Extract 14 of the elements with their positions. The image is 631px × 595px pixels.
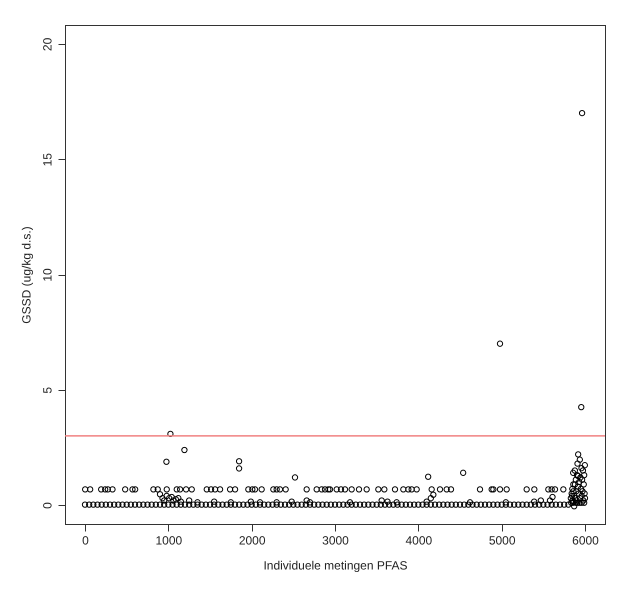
y-tick-label: 0 bbox=[40, 502, 54, 509]
y-tick-label: 10 bbox=[40, 268, 54, 282]
y-tick-label: 20 bbox=[40, 37, 54, 52]
x-axis-title: Individuele metingen PFAS bbox=[263, 558, 408, 572]
x-tick-label: 3000 bbox=[322, 534, 350, 548]
y-axis-title: GSSD (ug/kg d.s.) bbox=[20, 226, 34, 324]
x-tick-label: 0 bbox=[82, 534, 90, 548]
y-tick-label: 15 bbox=[40, 152, 54, 166]
y-tick-label: 5 bbox=[40, 386, 54, 394]
x-tick-label: 1000 bbox=[155, 534, 183, 548]
x-tick-label: 5000 bbox=[488, 534, 516, 548]
x-tick-label: 6000 bbox=[572, 534, 600, 548]
x-tick-label: 2000 bbox=[238, 534, 266, 548]
x-tick-label: 4000 bbox=[405, 534, 433, 548]
